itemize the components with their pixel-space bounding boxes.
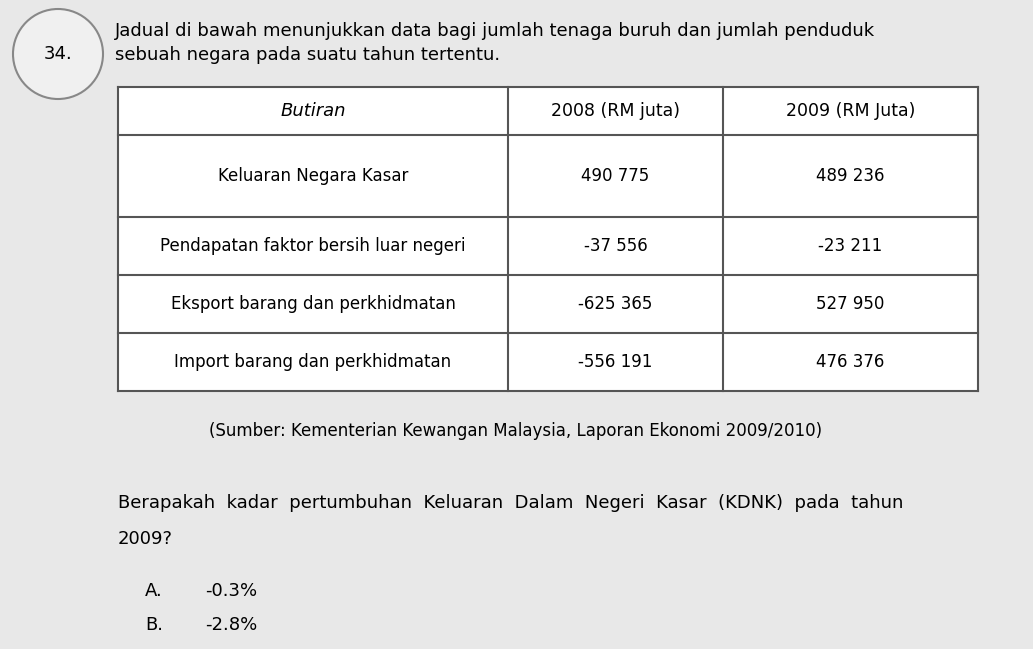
Text: 527 950: 527 950 bbox=[816, 295, 884, 313]
Text: B.: B. bbox=[145, 616, 163, 634]
Text: -23 211: -23 211 bbox=[818, 237, 882, 255]
Text: -625 365: -625 365 bbox=[578, 295, 653, 313]
Text: -2.8%: -2.8% bbox=[205, 616, 257, 634]
Text: -556 191: -556 191 bbox=[578, 353, 653, 371]
Text: -0.3%: -0.3% bbox=[205, 582, 257, 600]
Bar bbox=[118, 87, 978, 391]
Text: A.: A. bbox=[145, 582, 163, 600]
Text: Berapakah  kadar  pertumbuhan  Keluaran  Dalam  Negeri  Kasar  (KDNK)  pada  tah: Berapakah kadar pertumbuhan Keluaran Dal… bbox=[118, 494, 904, 512]
Text: 2009 (RM Juta): 2009 (RM Juta) bbox=[786, 102, 915, 120]
Text: sebuah negara pada suatu tahun tertentu.: sebuah negara pada suatu tahun tertentu. bbox=[115, 46, 500, 64]
Text: Pendapatan faktor bersih luar negeri: Pendapatan faktor bersih luar negeri bbox=[160, 237, 466, 255]
Text: Butiran: Butiran bbox=[280, 102, 346, 120]
Circle shape bbox=[13, 9, 103, 99]
Text: 2008 (RM juta): 2008 (RM juta) bbox=[551, 102, 680, 120]
Text: Eksport barang dan perkhidmatan: Eksport barang dan perkhidmatan bbox=[170, 295, 456, 313]
Text: Jadual di bawah menunjukkan data bagi jumlah tenaga buruh dan jumlah penduduk: Jadual di bawah menunjukkan data bagi ju… bbox=[115, 22, 875, 40]
Text: Keluaran Negara Kasar: Keluaran Negara Kasar bbox=[218, 167, 408, 185]
Text: 476 376: 476 376 bbox=[816, 353, 884, 371]
Text: 490 775: 490 775 bbox=[582, 167, 650, 185]
Text: 489 236: 489 236 bbox=[816, 167, 884, 185]
Text: (Sumber: Kementerian Kewangan Malaysia, Laporan Ekonomi 2009/2010): (Sumber: Kementerian Kewangan Malaysia, … bbox=[210, 422, 822, 440]
Text: Import barang dan perkhidmatan: Import barang dan perkhidmatan bbox=[175, 353, 451, 371]
Text: -37 556: -37 556 bbox=[584, 237, 648, 255]
Text: 2009?: 2009? bbox=[118, 530, 173, 548]
Text: 34.: 34. bbox=[43, 45, 72, 63]
